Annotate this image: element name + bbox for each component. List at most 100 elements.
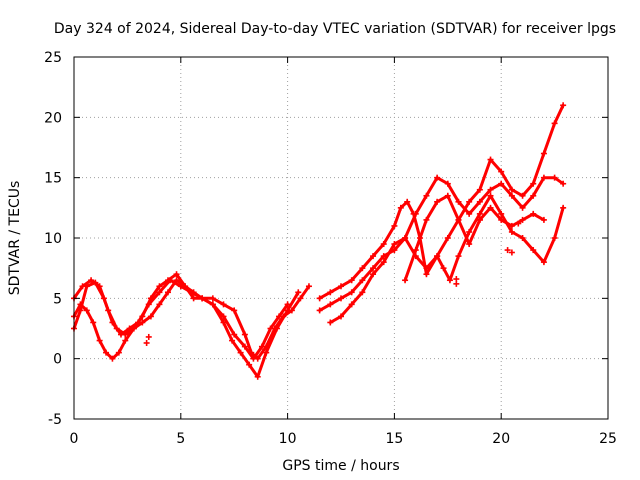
data-point bbox=[423, 216, 430, 223]
x-tick-label: 20 bbox=[492, 431, 510, 447]
data-point bbox=[229, 337, 236, 344]
x-tick-label: 0 bbox=[70, 431, 79, 447]
data-point bbox=[156, 301, 163, 308]
data-point bbox=[209, 295, 216, 302]
data-point bbox=[115, 349, 122, 356]
data-point bbox=[248, 349, 255, 356]
data-point bbox=[100, 295, 107, 302]
data-point bbox=[380, 259, 387, 266]
data-point bbox=[164, 277, 171, 284]
y-axis-label: SDTVAR / TECUs bbox=[7, 181, 23, 296]
data-point bbox=[440, 265, 447, 272]
data-point bbox=[348, 289, 355, 296]
data-point bbox=[551, 235, 558, 241]
data-point bbox=[316, 307, 323, 314]
data-point bbox=[560, 102, 567, 109]
data-point bbox=[530, 247, 537, 254]
y-tick-label: 15 bbox=[44, 171, 62, 187]
data-point bbox=[476, 198, 483, 205]
data-point bbox=[540, 216, 547, 223]
data-point bbox=[508, 228, 515, 235]
data-point bbox=[412, 253, 419, 260]
data-point bbox=[220, 319, 227, 326]
data-point bbox=[412, 210, 419, 217]
series-line-track-2 bbox=[72, 272, 300, 379]
data-point bbox=[130, 325, 137, 332]
data-point bbox=[156, 289, 163, 296]
data-point bbox=[391, 222, 398, 229]
data-point bbox=[109, 355, 116, 362]
data-point bbox=[540, 259, 547, 266]
data-point bbox=[530, 192, 537, 199]
data-point bbox=[560, 204, 567, 211]
data-point bbox=[348, 277, 355, 284]
data-point bbox=[540, 174, 547, 181]
data-point bbox=[327, 319, 334, 326]
y-tick-label: 10 bbox=[44, 231, 62, 247]
data-point bbox=[515, 220, 522, 227]
data-point bbox=[338, 313, 344, 320]
data-point bbox=[263, 349, 270, 356]
data-point bbox=[417, 235, 424, 241]
data-point bbox=[508, 249, 515, 256]
data-point bbox=[476, 216, 483, 223]
y-tick-label: 20 bbox=[44, 110, 62, 126]
data-point bbox=[316, 295, 323, 302]
data-point bbox=[173, 277, 180, 284]
grid-layer bbox=[74, 57, 608, 419]
data-point bbox=[359, 277, 366, 284]
data-point bbox=[77, 307, 84, 314]
data-point bbox=[273, 325, 280, 332]
data-point bbox=[402, 235, 409, 241]
data-point bbox=[391, 241, 398, 248]
data-point bbox=[92, 279, 99, 286]
data-point bbox=[498, 216, 505, 223]
data-point bbox=[284, 301, 291, 308]
x-tick-label: 10 bbox=[279, 431, 297, 447]
data-point bbox=[498, 168, 505, 175]
data-point bbox=[444, 180, 451, 187]
data-point bbox=[444, 192, 451, 199]
data-point bbox=[380, 253, 387, 260]
data-point bbox=[338, 283, 344, 290]
data-point bbox=[109, 319, 116, 326]
data-point bbox=[423, 271, 430, 278]
data-point bbox=[258, 343, 265, 350]
data-point bbox=[113, 325, 120, 332]
data-point bbox=[455, 198, 462, 205]
data-point bbox=[105, 307, 112, 314]
data-point bbox=[508, 186, 515, 193]
data-point bbox=[487, 186, 494, 193]
data-point bbox=[519, 235, 526, 241]
data-point bbox=[498, 210, 505, 217]
series-line-track-5 bbox=[318, 176, 565, 312]
data-point bbox=[402, 277, 409, 284]
data-point bbox=[359, 265, 366, 272]
data-point bbox=[498, 180, 505, 187]
data-point bbox=[519, 216, 526, 223]
data-point bbox=[551, 174, 558, 181]
data-point bbox=[444, 235, 451, 241]
data-point bbox=[476, 210, 483, 217]
data-point bbox=[519, 204, 526, 211]
data-point bbox=[96, 337, 103, 344]
y-tick-label: 25 bbox=[44, 50, 62, 66]
data-point bbox=[327, 301, 334, 308]
data-point bbox=[446, 277, 453, 284]
data-point bbox=[397, 204, 404, 211]
data-point bbox=[487, 156, 494, 163]
data-point bbox=[370, 265, 377, 272]
data-point bbox=[305, 283, 312, 290]
data-point bbox=[103, 349, 110, 356]
data-point bbox=[466, 210, 473, 217]
data-point bbox=[370, 271, 377, 278]
x-tick-label: 5 bbox=[176, 431, 185, 447]
data-point bbox=[267, 325, 274, 332]
data-point bbox=[434, 253, 441, 260]
data-point bbox=[182, 283, 189, 290]
data-point bbox=[530, 210, 537, 217]
data-point bbox=[434, 174, 441, 181]
x-tick-label: 15 bbox=[385, 431, 403, 447]
data-point bbox=[220, 313, 227, 320]
